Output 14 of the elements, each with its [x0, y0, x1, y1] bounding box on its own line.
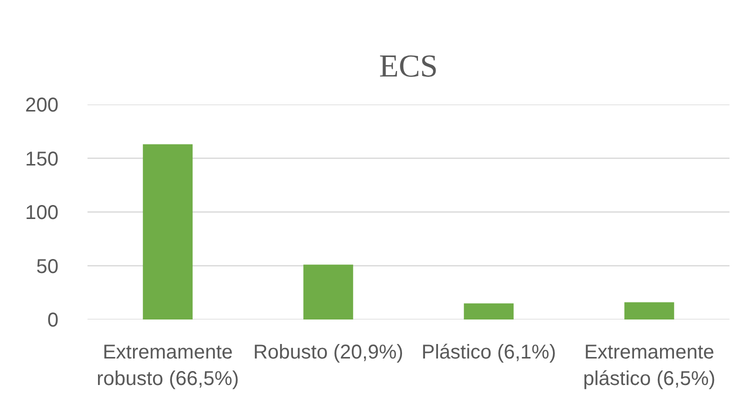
bar: [142, 144, 193, 320]
chart-title: ECS: [379, 48, 438, 84]
x-tick-label: Plástico (6,1%): [422, 342, 556, 364]
x-tick-label: Extremamente plástico (6,5%): [583, 342, 716, 390]
y-tick-label: 150: [25, 148, 59, 170]
bar: [303, 264, 354, 320]
x-tick-label: Extremamente robusto (66,5%): [96, 342, 239, 390]
y-tick-label: 200: [25, 94, 59, 116]
x-tick-label: Robusto (20,9%): [253, 342, 404, 364]
bar: [624, 302, 674, 320]
y-tick-label: 50: [36, 256, 59, 278]
bar: [464, 303, 514, 320]
y-tick-label: 100: [25, 202, 59, 224]
y-tick-label: 0: [47, 310, 58, 332]
